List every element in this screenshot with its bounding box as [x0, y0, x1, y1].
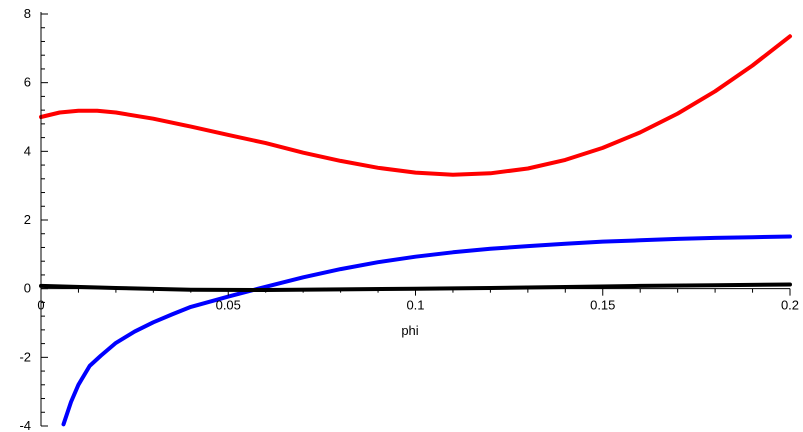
y-tick-label: 0 — [24, 281, 31, 296]
y-tick-label: -4 — [19, 418, 31, 432]
plot-lines — [39, 34, 792, 427]
y-tick-label: 8 — [24, 6, 31, 21]
y-tick-label: -2 — [19, 349, 31, 364]
x-tick-label: 0.1 — [406, 298, 424, 313]
axes — [40, 12, 790, 426]
series-line-1 — [39, 34, 792, 177]
axis-ticks: -4 -2 0 2 4 6 8 0 0.05 0.1 0.15 0.2 — [19, 6, 799, 432]
y-tick-label: 2 — [24, 212, 31, 227]
x-axis-title: phi — [401, 323, 418, 338]
x-tick-label: 0 — [37, 298, 44, 313]
x-tick-label: 0.2 — [781, 298, 799, 313]
x-tick-label: 0.15 — [590, 298, 615, 313]
x-tick-label: 0.05 — [216, 298, 241, 313]
y-tick-label: 4 — [24, 143, 31, 158]
y-tick-label: 6 — [24, 75, 31, 90]
series-line-2 — [61, 234, 792, 427]
